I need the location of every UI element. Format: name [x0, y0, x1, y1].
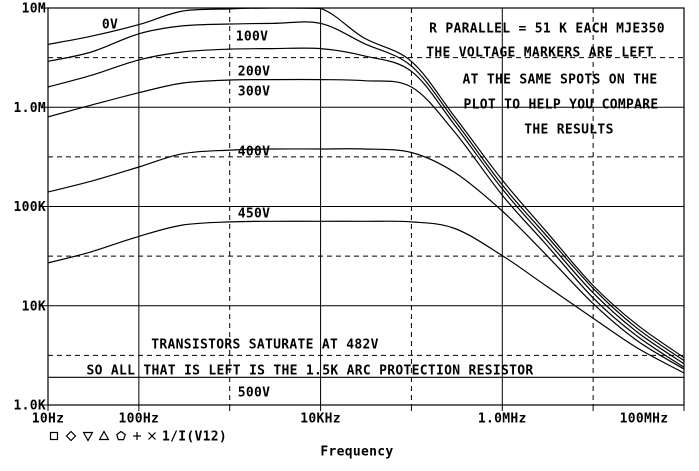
curve-400V	[48, 148, 684, 370]
annotation-7: SO ALL THAT IS LEFT IS THE 1.5K ARC PROT…	[87, 364, 534, 379]
curve-label-400V: 400V	[238, 145, 271, 160]
curve-labels: 0V 100V 200V 300V 400V 450V 500V	[102, 18, 270, 401]
x-tick-label-100Hz: 100Hz	[119, 412, 160, 427]
legend-symbol-square-icon	[49, 431, 59, 441]
legend: 1/I(V12)	[49, 430, 227, 445]
curve-300V	[48, 78, 684, 368]
legend-symbol-triangle-down-icon	[82, 431, 94, 442]
annotation-1: R PARALLEL = 51 K EACH MJE350	[429, 22, 665, 37]
x-tick-label-10KHz: 10KHz	[300, 412, 341, 427]
curve-label-100V: 100V	[236, 30, 269, 45]
axis-ticks	[41, 7, 685, 411]
curve-label-500V: 500V	[238, 386, 271, 401]
y-tick-label-10M: 10M	[22, 2, 46, 17]
x-tick-label-100MHz: 100MHz	[620, 412, 669, 427]
annotations: R PARALLEL = 51 K EACH MJE350 THE VOLTAGE…	[87, 22, 665, 379]
y-tick-label-1.0M: 1.0M	[13, 101, 46, 116]
curves	[48, 8, 684, 378]
x-tick-label-10Hz: 10Hz	[32, 412, 65, 427]
curve-200V	[48, 47, 684, 365]
curve-0V	[48, 8, 684, 359]
legend-symbol-pentagon-icon	[115, 430, 127, 441]
y-tick-label-1.0K: 1.0K	[13, 399, 46, 414]
tick-labels: 10Hz 100Hz 10KHz 1.0MHz 100MHz 10M 1.0M 100K 10K…	[13, 2, 668, 427]
x-tick-label-1.0MHz: 1.0MHz	[478, 412, 527, 427]
curve-label-450V: 450V	[238, 207, 271, 222]
legend-trace-label: 1/I(V12)	[162, 430, 227, 445]
curve-label-0V: 0V	[102, 18, 118, 33]
curve-label-200V: 200V	[238, 65, 271, 80]
annotation-3: AT THE SAME SPOTS ON THE	[462, 73, 657, 88]
legend-symbol-triangle-up-icon	[98, 430, 110, 441]
frame-rect	[47, 7, 685, 406]
annotation-6: TRANSISTORS SATURATE AT 482V	[151, 338, 379, 353]
x-axis-title: Frequency	[320, 445, 393, 460]
legend-symbol-cross-icon	[148, 432, 156, 440]
plot-frame	[47, 7, 685, 406]
curve-label-300V: 300V	[238, 85, 271, 100]
y-tick-label-10K: 10K	[22, 299, 46, 314]
curve-100V	[48, 21, 684, 362]
annotation-4: PLOT TO HELP YOU COMPARE	[463, 98, 658, 113]
y-tick-label-100K: 100K	[13, 200, 46, 215]
annotation-2: THE VOLTAGE MARKERS ARE LEFT	[426, 46, 654, 61]
annotation-5: THE RESULTS	[524, 123, 613, 138]
legend-symbol-diamond-icon	[65, 430, 77, 442]
curve-450V	[48, 220, 684, 374]
